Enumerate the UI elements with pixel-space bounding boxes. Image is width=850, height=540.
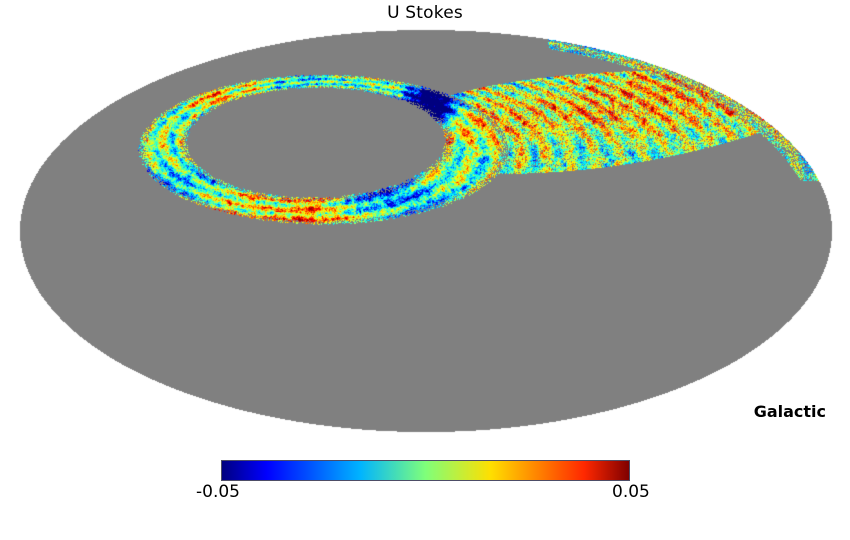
colorbar-gradient: [221, 460, 630, 481]
colorbar-min-tick-label: -0.05: [196, 482, 240, 502]
coordinate-system-label: Galactic: [753, 402, 826, 421]
colorbar-max-tick-label: 0.05: [612, 482, 650, 502]
colorbar: [221, 460, 630, 481]
page-title: U Stokes: [387, 3, 463, 23]
